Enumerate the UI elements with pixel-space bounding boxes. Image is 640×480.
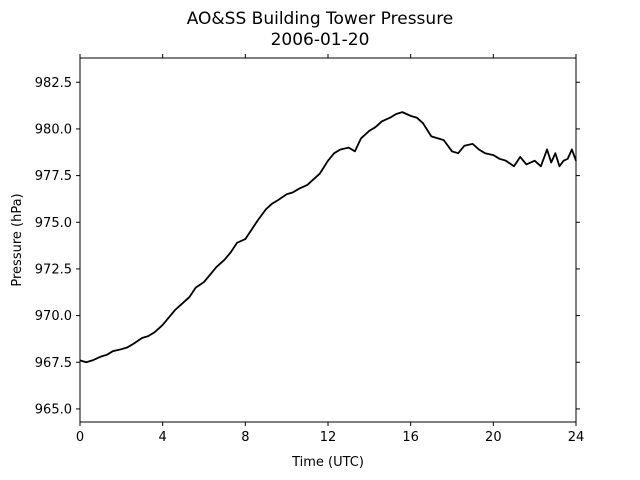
- chart-title: AO&SS Building Tower Pressure: [187, 9, 454, 29]
- y-tick-label: 980.0: [35, 122, 72, 137]
- series-layer: [79, 111, 577, 364]
- y-tick-label: 967.5: [35, 356, 72, 371]
- plot-frame: [79, 57, 577, 423]
- y-tick-label: 977.5: [35, 169, 72, 184]
- x-tick-label: 8: [241, 430, 249, 445]
- x-tick-label: 12: [320, 430, 337, 445]
- y-tick-label: 970.0: [35, 309, 72, 324]
- y-tick-label: 972.5: [35, 262, 72, 277]
- pressure-series-line: [79, 111, 577, 364]
- x-tick-label: 20: [485, 430, 502, 445]
- x-tick-label: 0: [76, 430, 84, 445]
- y-tick-label: 982.5: [35, 76, 72, 91]
- axis-ticks: 0 4 8 12 16 20 24 965.0 967.5 970.0 972.5 975.0 977.…: [35, 54, 584, 445]
- chart-subtitle: 2006-01-20: [271, 30, 370, 50]
- y-tick-label: 975.0: [35, 216, 72, 231]
- x-tick-label: 24: [568, 430, 585, 445]
- y-axis-label: Pressure (hPa): [10, 193, 25, 286]
- x-tick-label: 16: [402, 430, 419, 445]
- x-tick-label: 4: [159, 430, 167, 445]
- y-tick-label: 965.0: [35, 402, 72, 417]
- x-axis-label: Time (UTC): [291, 455, 364, 470]
